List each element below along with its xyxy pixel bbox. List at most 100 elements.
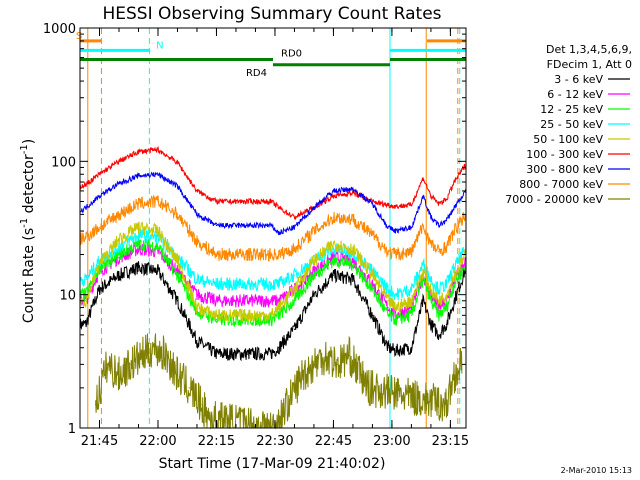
data-point [438, 306, 440, 309]
data-point [301, 374, 303, 376]
data-point [360, 374, 362, 376]
data-point [85, 236, 87, 238]
data-point [270, 300, 272, 302]
data-point [293, 328, 296, 330]
state-label-rd4: RD4 [246, 68, 267, 79]
series-line [79, 194, 467, 262]
data-point [278, 300, 280, 302]
plot-frame [79, 27, 467, 429]
data-point [352, 278, 354, 281]
data-point [157, 245, 159, 248]
data-point [235, 224, 237, 227]
data-point [453, 300, 455, 302]
data-point [270, 314, 272, 316]
series-50-100-kev [79, 221, 467, 323]
legend-label: 50 - 100 keV [533, 133, 603, 146]
data-point [395, 230, 397, 232]
data-point [157, 236, 159, 238]
data-point [278, 232, 280, 234]
data-point [278, 314, 280, 316]
data-point [387, 314, 389, 316]
legend-label: 3 - 6 keV [554, 73, 603, 86]
x-tick-label: 21:45 [81, 434, 118, 449]
data-point [445, 198, 448, 200]
data-point [445, 403, 448, 406]
data-point [118, 183, 120, 185]
legend-header: FDecim 1, Att 0 [547, 58, 632, 71]
data-point [367, 387, 370, 389]
data-point [278, 253, 280, 256]
data-point [410, 306, 413, 309]
data-point [270, 353, 272, 355]
data-point [438, 314, 440, 316]
x-tick-label: 22:30 [256, 434, 293, 449]
data-point [293, 274, 296, 276]
y-tick-label: 10 [59, 289, 76, 304]
y-tick-label: 100 [51, 155, 76, 170]
legend: Det 1,3,4,5,6,9, FDecim 1, Att 0 3 - 6 keV… [505, 43, 632, 206]
data-point [410, 251, 413, 253]
data-point [270, 319, 272, 321]
data-point [98, 226, 101, 228]
data-point [196, 190, 198, 192]
data-point [430, 300, 432, 302]
data-point [453, 274, 455, 276]
data-point [157, 230, 159, 232]
data-point [137, 234, 140, 236]
data-point [387, 226, 389, 228]
data-point [85, 323, 87, 325]
data-point [215, 353, 218, 355]
data-point [215, 224, 218, 227]
x-tick-label: 23:00 [373, 434, 410, 449]
data-point [352, 218, 354, 220]
series-line [79, 145, 467, 221]
data-point [410, 300, 413, 302]
data-point [332, 248, 335, 250]
data-point [445, 245, 448, 248]
data-point [215, 200, 218, 203]
data-point [176, 374, 179, 376]
data-point [254, 253, 257, 256]
data-point [387, 300, 389, 302]
data-point [208, 416, 210, 419]
data-point [270, 224, 272, 227]
data-point [85, 300, 87, 302]
data-point [137, 203, 140, 205]
data-point [445, 306, 448, 309]
data-point [118, 256, 120, 259]
data-point [235, 353, 237, 355]
data-point [293, 216, 296, 218]
data-point [371, 288, 374, 290]
data-point [98, 195, 101, 197]
series-7000-20000-kev [94, 333, 463, 430]
data-point [176, 185, 179, 187]
data-point [352, 263, 354, 265]
data-point [215, 283, 218, 285]
data-point [453, 230, 455, 232]
data-point [196, 213, 198, 215]
data-point [157, 149, 159, 151]
data-point [395, 253, 397, 256]
data-point [313, 260, 315, 262]
data-point [453, 206, 455, 209]
data-point [270, 253, 272, 256]
data-point [278, 283, 280, 285]
data-point [453, 181, 455, 183]
data-point [430, 288, 432, 290]
data-point [352, 248, 354, 250]
data-point [196, 241, 198, 243]
data-point [98, 263, 101, 265]
chart-title: HESSI Observing Summary Count Rates [102, 4, 441, 24]
data-point [422, 263, 424, 265]
data-point [332, 216, 335, 218]
data-point [410, 288, 413, 290]
data-point [137, 151, 140, 153]
data-point [422, 224, 424, 227]
data-point [332, 190, 335, 192]
data-point [137, 266, 140, 269]
data-point [235, 319, 237, 321]
data-point [118, 238, 120, 240]
data-point [98, 266, 101, 269]
data-point [422, 195, 424, 197]
